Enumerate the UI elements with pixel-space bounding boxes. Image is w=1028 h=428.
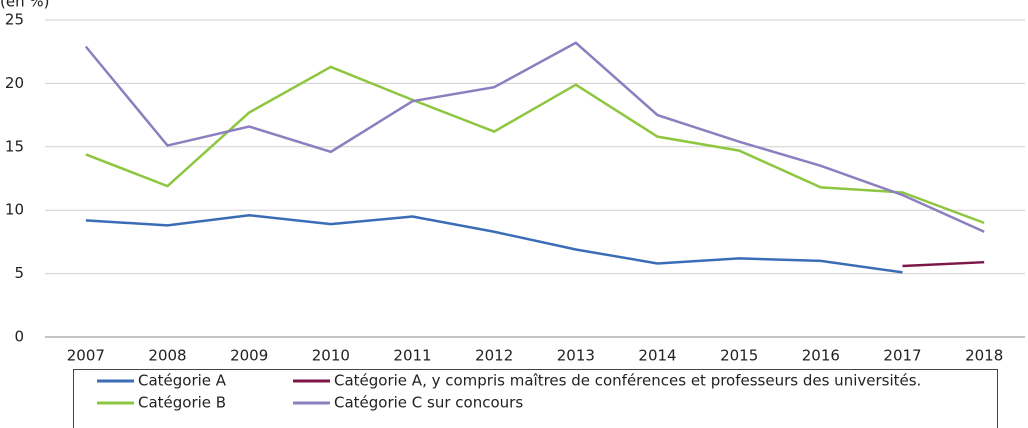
- x-tick-label: 2009: [230, 347, 268, 365]
- y-tick-label: 25: [5, 11, 24, 29]
- x-tick-label: 2015: [720, 347, 758, 365]
- y-tick-label: 0: [14, 328, 24, 346]
- legend-label: Catégorie B: [138, 394, 226, 412]
- legend-label: Catégorie C sur concours: [334, 394, 523, 412]
- x-tick-label: 2013: [557, 347, 595, 365]
- y-tick-label: 5: [14, 264, 24, 282]
- series-line: [85, 214, 903, 274]
- x-tick-label: 2017: [883, 347, 921, 365]
- series-line: [84, 41, 985, 233]
- x-tick-label: 2011: [393, 347, 431, 365]
- x-tick-label: 2007: [67, 347, 105, 365]
- legend-box: [73, 369, 998, 428]
- y-tick-label: 10: [5, 201, 24, 219]
- series-line: [85, 65, 985, 225]
- y-tick-label: 15: [5, 137, 24, 155]
- x-tick-label: 2016: [802, 347, 840, 365]
- x-tick-label: 2010: [312, 347, 350, 365]
- x-tick-label: 2008: [148, 347, 186, 365]
- series-line: [902, 260, 985, 268]
- x-tick-label: 2012: [475, 347, 513, 365]
- legend-label: Catégorie A: [138, 372, 227, 390]
- x-tick-label: 2018: [965, 347, 1003, 365]
- y-tick-label: 20: [5, 74, 24, 92]
- x-tick-label: 2014: [638, 347, 676, 365]
- y-axis-label: (en %): [0, 0, 49, 11]
- legend-label: Catégorie A, y compris maîtres de confér…: [334, 372, 921, 390]
